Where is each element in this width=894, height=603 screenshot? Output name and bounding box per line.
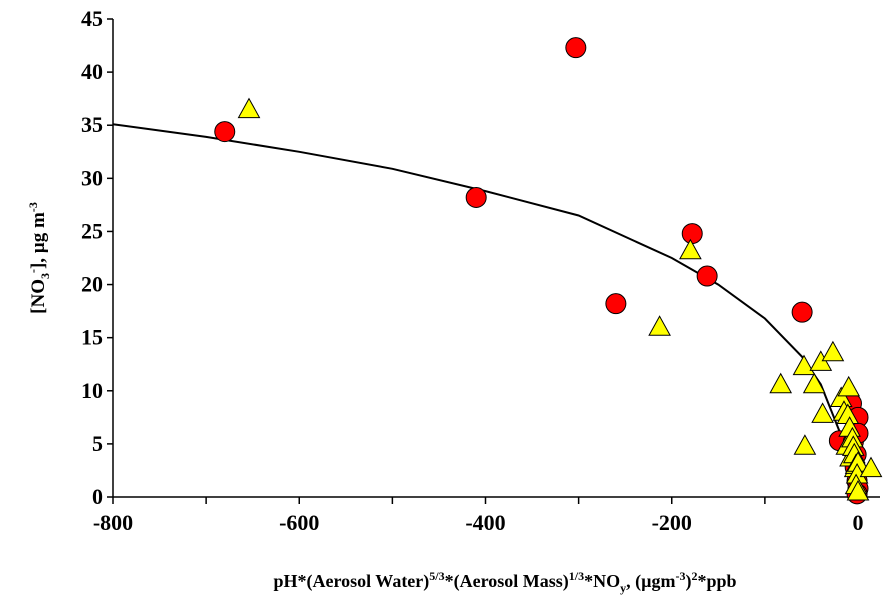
axis-title-part: ) bbox=[685, 571, 691, 592]
axis-title-part: 5/3 bbox=[429, 569, 444, 583]
data-point-triangle bbox=[811, 402, 834, 423]
y-tick-label: 10 bbox=[81, 378, 103, 403]
fit-curve-layer bbox=[112, 123, 854, 496]
y-tick-label: 35 bbox=[81, 112, 103, 137]
axis-title-part: - bbox=[26, 269, 40, 273]
axis-title-part: 2 bbox=[691, 569, 697, 583]
data-point-triangle bbox=[793, 434, 817, 455]
data-point-circle bbox=[791, 301, 813, 323]
x-tick-label: -800 bbox=[93, 510, 133, 535]
axis-title-part: *NO bbox=[584, 571, 620, 591]
axis-title-part: -3 bbox=[26, 202, 40, 212]
x-tick-label: 0 bbox=[853, 510, 864, 535]
axis-title-part: , (µgm bbox=[626, 571, 675, 592]
data-point-triangle bbox=[802, 372, 826, 394]
data-point-triangle bbox=[821, 340, 845, 362]
data-point-triangle bbox=[846, 479, 870, 501]
axis-title-part: -3 bbox=[675, 569, 685, 583]
data-point-triangle bbox=[837, 375, 861, 397]
y-tick-label: 45 bbox=[81, 6, 103, 31]
axis-title-part: *ppb bbox=[697, 571, 736, 591]
data-point-circle bbox=[696, 265, 718, 287]
axis-title-part: pH*(Aerosol Water) bbox=[273, 571, 429, 592]
data-point-triangle bbox=[648, 315, 671, 336]
data-point-triangle bbox=[769, 372, 793, 394]
fit-curve-line bbox=[112, 123, 854, 496]
data-point-circle bbox=[565, 37, 587, 59]
data-point-circle bbox=[465, 186, 487, 208]
y-tick-label: 5 bbox=[92, 431, 103, 456]
axes bbox=[107, 18, 880, 504]
y-tick-label: 40 bbox=[81, 59, 103, 84]
x-tick-label: -600 bbox=[279, 510, 319, 535]
y-tick-label: 20 bbox=[81, 272, 103, 297]
data-point-circle bbox=[681, 223, 703, 245]
x-tick-label: -200 bbox=[652, 510, 692, 535]
y-tick-label: 15 bbox=[81, 325, 103, 350]
y-tick-label: 30 bbox=[81, 165, 103, 190]
y-axis-title: [NO3-], µg m-3 bbox=[26, 202, 52, 314]
data-point-triangle bbox=[237, 97, 261, 119]
axis-title-part: [NO bbox=[28, 279, 49, 314]
data-point-circle bbox=[214, 121, 236, 143]
axis-title-part: ], µg m bbox=[28, 212, 49, 269]
tick-labels-layer: 0 5 10 15 20 25 30 35 40 45 -800 -600 -400 -200 0 bbox=[81, 6, 864, 535]
x-axis-title: pH*(Aerosol Water)5/3*(Aerosol Mass)1/3*… bbox=[273, 569, 736, 595]
axis-title-part: y bbox=[620, 581, 626, 595]
y-tick-label: 0 bbox=[92, 484, 103, 509]
y-tick-label: 25 bbox=[81, 218, 103, 243]
data-point-circle bbox=[605, 293, 627, 315]
data-points-layer bbox=[214, 37, 883, 505]
data-point-triangle bbox=[859, 456, 883, 478]
x-tick-label: -400 bbox=[465, 510, 505, 535]
data-point-triangle bbox=[792, 354, 816, 376]
axis-title-part: 3 bbox=[38, 273, 52, 279]
data-point-triangle bbox=[679, 238, 702, 260]
axis-title-part: *(Aerosol Mass) bbox=[445, 571, 569, 592]
axis-title-part: 1/3 bbox=[569, 569, 584, 583]
